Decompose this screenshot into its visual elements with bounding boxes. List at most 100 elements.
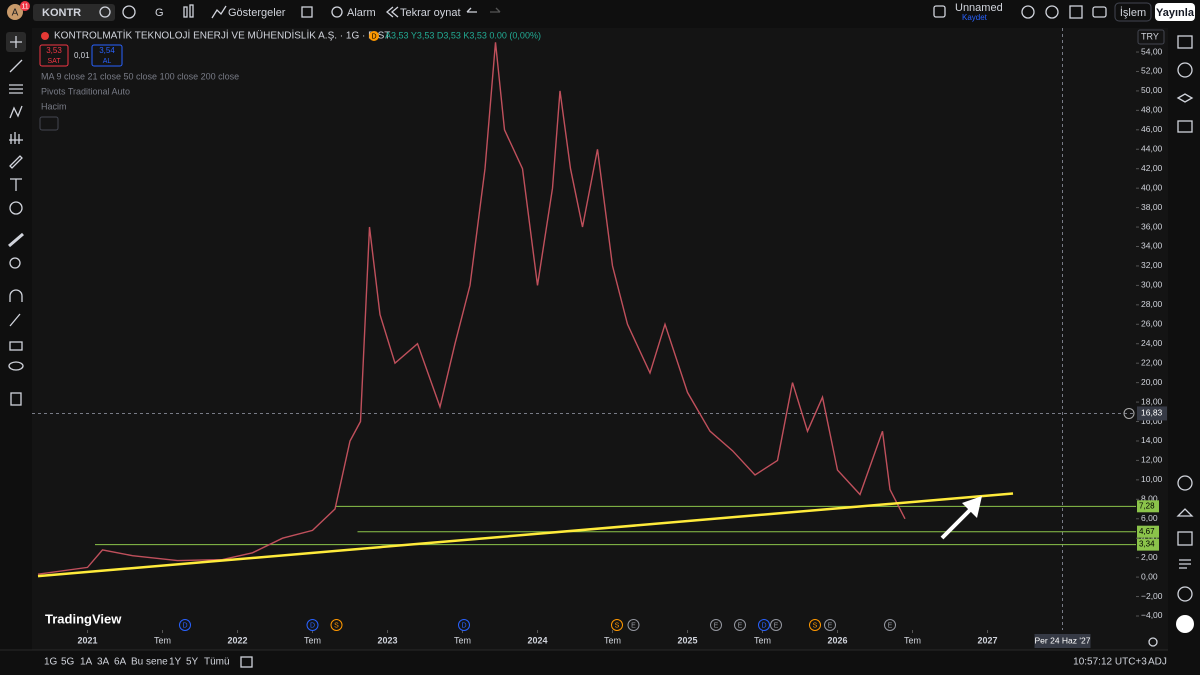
symbol: KONTR	[42, 7, 81, 19]
target[interactable]	[1177, 475, 1193, 491]
crosshair-price-box	[1137, 406, 1167, 421]
ruler-tool[interactable]	[8, 232, 24, 248]
draw-mode[interactable]	[9, 313, 21, 327]
range-button[interactable]: 3A	[97, 657, 110, 668]
y-tick-label: 50,00	[1141, 85, 1163, 95]
event-marker	[611, 619, 623, 631]
x-tick-label: 2023	[377, 635, 397, 645]
replay-button[interactable]: Tekrar oynat	[400, 7, 461, 19]
help[interactable]	[1177, 586, 1193, 602]
event-marker	[330, 619, 343, 631]
undo[interactable]	[466, 7, 477, 13]
buy-price: 3,54	[99, 46, 115, 55]
x-tick-label: Tem	[604, 635, 621, 645]
y-tick-label: −2,00	[1141, 591, 1163, 601]
range-button[interactable]: Tümü	[204, 657, 230, 668]
layers[interactable]	[1176, 93, 1194, 103]
trade-button[interactable]	[1114, 2, 1152, 22]
symbol-search[interactable]	[33, 4, 115, 21]
range-button[interactable]: 5Y	[186, 657, 199, 668]
ideas[interactable]	[1176, 508, 1194, 517]
chat[interactable]	[1177, 120, 1193, 133]
dividend-badge	[369, 31, 379, 41]
alarm-icon	[331, 6, 343, 18]
chart-type[interactable]	[183, 6, 188, 18]
settings[interactable]	[1045, 5, 1059, 19]
news[interactable]	[1179, 559, 1191, 569]
fullscreen[interactable]	[1069, 5, 1083, 19]
crosshair-icon	[10, 36, 22, 48]
event-marker	[458, 619, 470, 631]
magnet-tool[interactable]	[9, 289, 23, 302]
range-button[interactable]: 1G	[44, 657, 58, 668]
y-tick-label: 0,00	[1141, 571, 1158, 581]
layout-name[interactable]: Unnamed	[955, 2, 1003, 14]
range-button[interactable]: 1Y	[169, 657, 182, 668]
compare-button[interactable]	[122, 5, 136, 19]
y-tick-label: 32,00	[1141, 260, 1163, 270]
legend: KONTROLMATİK TEKNOLOJİ ENERJİ VE MÜHENDİ…	[39, 29, 541, 131]
plot: −4,00−2,000,002,004,006,008,0010,0012,00…	[32, 28, 1167, 648]
event-label: E	[774, 622, 779, 629]
zoom-tool[interactable]	[9, 257, 21, 269]
event-marker	[884, 619, 896, 631]
ohlc: A3,53 Y3,53 D3,53 K3,53 0.00 (0,00%)	[385, 30, 541, 40]
brush-tool[interactable]	[9, 155, 23, 169]
layout-checkbox[interactable]	[933, 5, 946, 18]
x-tick-label: 2027	[977, 635, 997, 645]
y-tick-label: 42,00	[1141, 163, 1163, 173]
hide-tool[interactable]	[8, 361, 24, 371]
emoji-tool[interactable]	[9, 201, 23, 215]
study: Pivots Traditional Auto	[41, 86, 130, 96]
interval[interactable]: G	[155, 7, 164, 19]
trend-tool[interactable]	[9, 59, 23, 73]
sell-label: SAT	[47, 58, 61, 65]
sell-button[interactable]	[39, 44, 69, 67]
alarm-button[interactable]: Alarm	[347, 7, 376, 19]
layouts-button[interactable]	[301, 6, 313, 18]
event-label: D	[310, 622, 315, 629]
buy-label: AL	[103, 58, 112, 65]
x-tick-label: 2022	[227, 635, 247, 645]
range-button[interactable]: Bu sene	[131, 657, 168, 668]
avatar[interactable]	[7, 4, 23, 20]
trade-label: İşlem	[1120, 6, 1146, 19]
range-button[interactable]: 5G	[61, 657, 75, 668]
level-label: 3,34	[1139, 540, 1155, 549]
x-tick-label: Tem	[304, 635, 321, 645]
range-button[interactable]: 6A	[114, 657, 127, 668]
y-tick-label: 6,00	[1141, 513, 1158, 523]
forecast-tool[interactable]	[9, 132, 23, 144]
save-label[interactable]: Kaydet	[962, 13, 988, 22]
date-range-icon[interactable]	[240, 656, 253, 668]
y-tick-label: 52,00	[1141, 66, 1163, 76]
watchlist[interactable]	[1177, 35, 1193, 49]
lock-tool[interactable]	[9, 341, 23, 351]
price-line	[37, 42, 906, 575]
redo[interactable]	[490, 7, 501, 13]
pattern-tool[interactable]	[9, 105, 23, 119]
adj[interactable]: ADJ	[1148, 657, 1167, 668]
buy-button[interactable]	[91, 44, 123, 67]
indicators-button[interactable]: Göstergeler	[228, 7, 286, 19]
currency-box[interactable]	[1137, 29, 1165, 45]
quick-search[interactable]	[1021, 5, 1035, 19]
replay-icon	[385, 6, 399, 18]
calendar[interactable]	[1177, 531, 1193, 546]
x-tick-label: Tem	[154, 635, 171, 645]
delete-tool[interactable]	[10, 392, 22, 406]
alerts[interactable]	[1177, 62, 1193, 78]
symbol-icon	[99, 6, 111, 18]
study: Hacim	[41, 101, 67, 111]
apps[interactable]	[1176, 615, 1194, 633]
x-tick-label: Tem	[904, 635, 921, 645]
publish-button[interactable]	[1155, 3, 1195, 21]
snapshot[interactable]	[1092, 6, 1107, 18]
y-tick-label: 36,00	[1141, 221, 1163, 231]
collapse-button[interactable]	[39, 116, 59, 131]
fib-tool[interactable]	[9, 84, 23, 94]
left-toolbar	[6, 32, 26, 406]
axis-settings[interactable]	[1148, 637, 1158, 647]
range-button[interactable]: 1A	[80, 657, 93, 668]
text-tool[interactable]	[10, 178, 22, 191]
